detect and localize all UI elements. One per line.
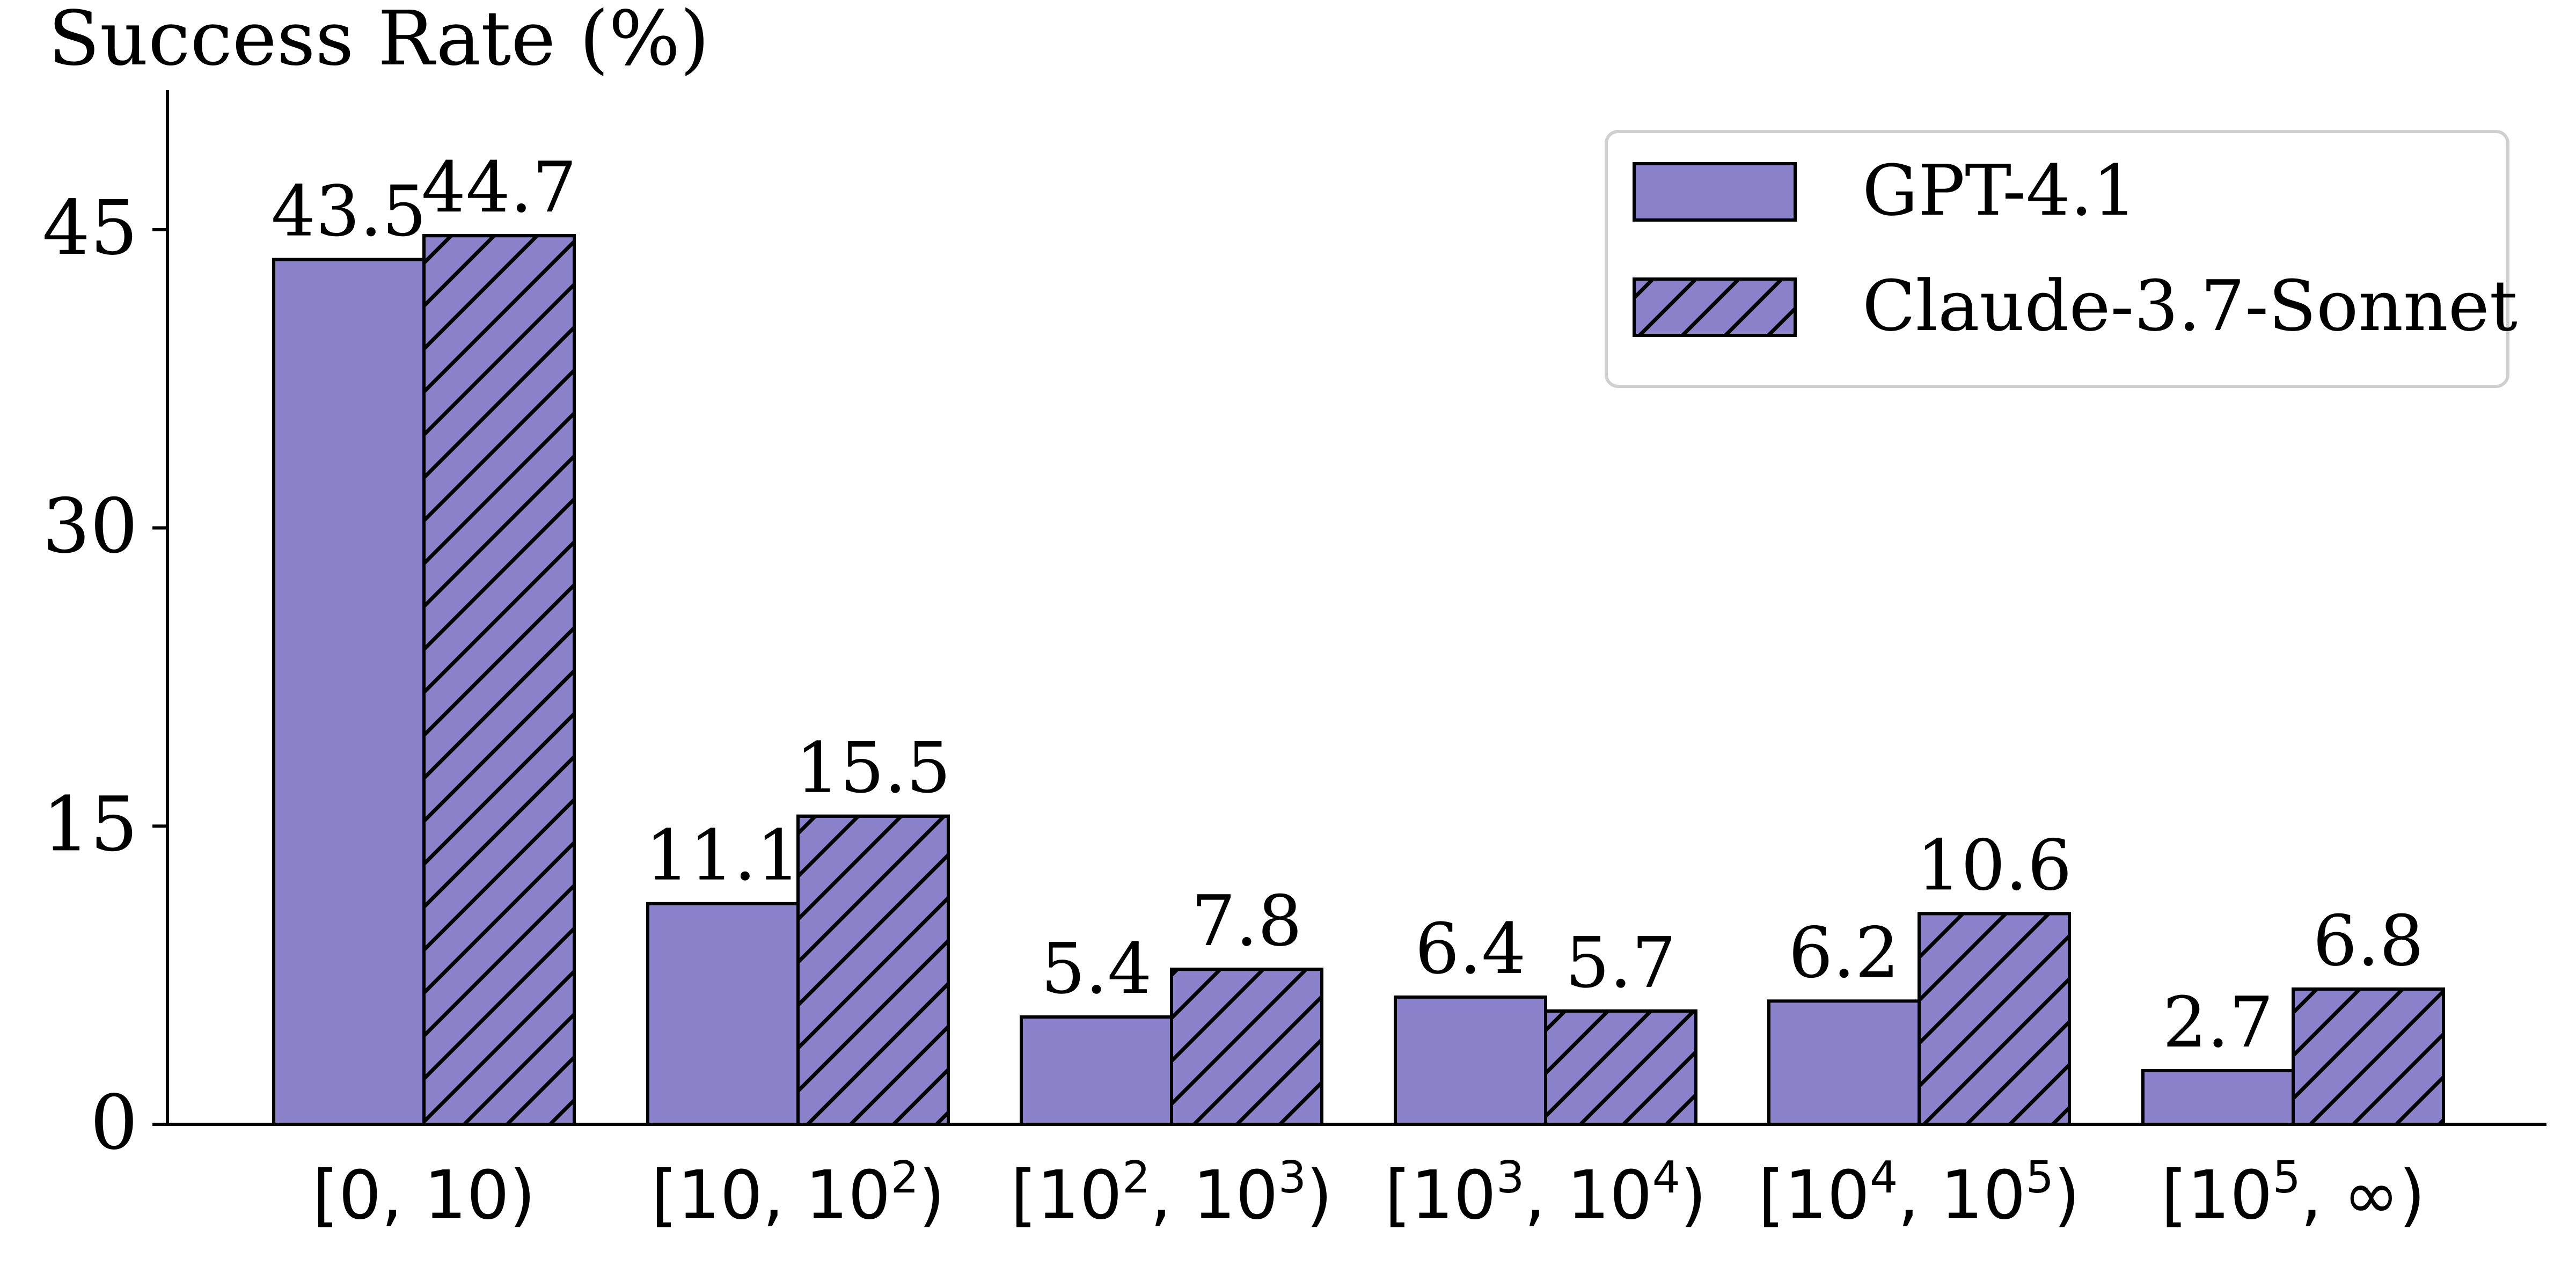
value-label: 5.4 xyxy=(1041,928,1152,1009)
bar-hatch-1 xyxy=(796,814,950,1126)
bar-hatch-4 xyxy=(1918,912,2071,1126)
x-tick-label: [103, 104) xyxy=(1385,1152,1706,1234)
value-label: 6.4 xyxy=(1415,908,1526,990)
x-tick-text: , ∞) xyxy=(2301,1157,2425,1234)
value-label: 7.8 xyxy=(1191,880,1302,962)
value-label: 10.6 xyxy=(1916,824,2072,906)
value-label: 6.2 xyxy=(1789,912,1900,993)
y-tick-label: 0 xyxy=(90,1079,138,1167)
x-tick-text: ) xyxy=(1680,1157,1707,1234)
value-label: 5.7 xyxy=(1565,922,1677,1004)
x-tick-label: [104, 105) xyxy=(1758,1152,2080,1234)
x-tick-text: ) xyxy=(2054,1157,2080,1234)
x-tick-text: , 10 xyxy=(1524,1157,1652,1234)
bar-hatch-2 xyxy=(1170,968,1323,1126)
value-label: 11.1 xyxy=(645,815,800,896)
x-tick-superscript: 5 xyxy=(2026,1152,2054,1203)
x-tick-label: [10, 102) xyxy=(651,1152,945,1234)
bars xyxy=(272,234,2445,1126)
x-tick-superscript: 2 xyxy=(1122,1152,1150,1203)
y-tick-label: 45 xyxy=(42,185,138,272)
value-label: 6.8 xyxy=(2313,900,2424,982)
x-tick-superscript: 4 xyxy=(1870,1152,1898,1203)
bar-gpt-0 xyxy=(272,258,426,1126)
x-tick-superscript: 3 xyxy=(1496,1152,1524,1203)
x-tick-superscript: 4 xyxy=(1652,1152,1680,1203)
x-tick-text: [10, 10 xyxy=(651,1157,890,1234)
x-tick-label: [0, 10) xyxy=(312,1157,536,1234)
bar-gpt-1 xyxy=(646,902,800,1126)
legend-swatch-hatch xyxy=(1633,277,1797,337)
x-tick-superscript: 2 xyxy=(891,1152,919,1203)
bar-hatch-5 xyxy=(2292,987,2445,1126)
legend-label: GPT-4.1 xyxy=(1862,150,2137,231)
bar-gpt-5 xyxy=(2141,1069,2295,1126)
x-tick-text: , 10 xyxy=(1898,1157,2026,1234)
y-tick-label: 30 xyxy=(42,483,138,570)
x-tick-label: [105, ∞) xyxy=(2161,1152,2425,1234)
x-tick-text: [10 xyxy=(1758,1157,1870,1234)
x-tick-text: [10 xyxy=(1385,1157,1496,1234)
x-tick-text: , 10 xyxy=(1150,1157,1278,1234)
bar-gpt-2 xyxy=(1020,1015,1173,1126)
bar-gpt-4 xyxy=(1767,999,1921,1126)
x-tick-text: ) xyxy=(919,1157,945,1234)
value-label: 15.5 xyxy=(795,727,950,809)
x-axis-ticks: [0, 10) [10, 102) [102, 103) [103, 104) [104… xyxy=(312,1152,2425,1234)
bar-gpt-3 xyxy=(1394,995,1547,1126)
x-tick-text: ) xyxy=(1306,1157,1333,1234)
bar-hatch-0 xyxy=(422,234,576,1126)
y-axis-label: Success Rate (%) xyxy=(48,0,709,83)
y-axis-ticks: 0 15 30 45 xyxy=(42,185,167,1167)
legend-swatch xyxy=(1633,162,1797,222)
x-tick-text: [10 xyxy=(2161,1157,2273,1234)
bar-hatch-3 xyxy=(1544,1009,1697,1126)
value-label: 44.7 xyxy=(421,147,576,228)
x-tick-superscript: 3 xyxy=(1278,1152,1306,1203)
x-tick-text: [10 xyxy=(1011,1157,1122,1234)
legend-frame xyxy=(1605,130,2509,388)
legend-label: Claude-3.7-Sonnet xyxy=(1862,265,2518,347)
value-label: 43.5 xyxy=(271,171,426,252)
y-tick-label: 15 xyxy=(42,781,138,868)
x-tick-text: [0, 10) xyxy=(312,1157,536,1234)
value-label: 2.7 xyxy=(2163,982,2274,1063)
value-labels: 43.5 11.1 5.4 6.4 6.2 2.7 44.7 15.5 7.8 5.7 10.6 6.… xyxy=(271,147,2424,1063)
legend: GPT-4.1 Claude-3.7-Sonnet xyxy=(1605,130,2518,388)
x-tick-superscript: 5 xyxy=(2273,1152,2301,1203)
x-tick-label: [102, 103) xyxy=(1011,1152,1332,1234)
